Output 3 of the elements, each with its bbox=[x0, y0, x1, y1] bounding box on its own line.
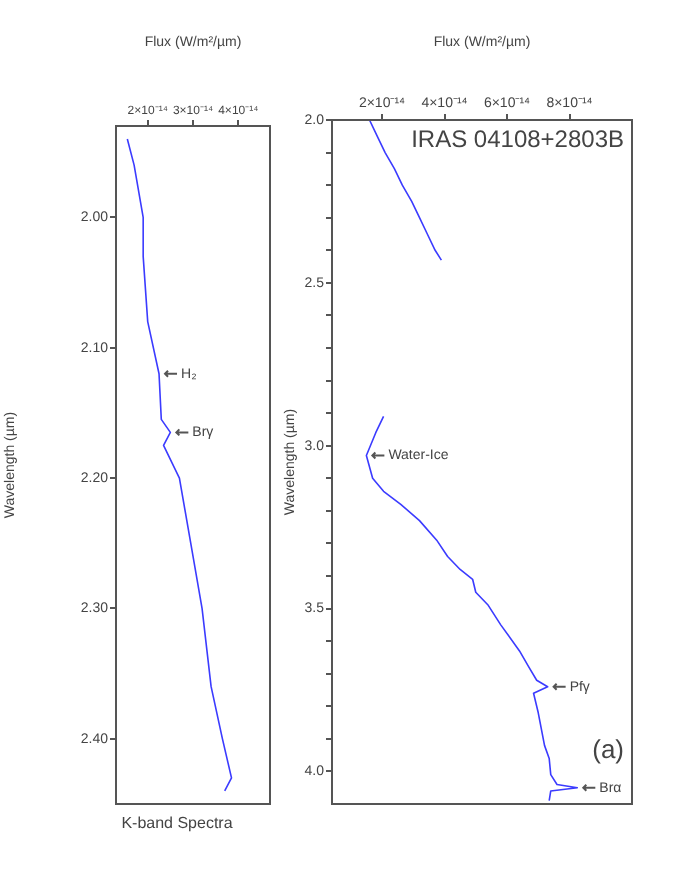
annotation: (a) bbox=[592, 734, 624, 765]
chart-title: IRAS 04108+2803B bbox=[411, 124, 624, 153]
text: K-band Spectra bbox=[121, 814, 234, 833]
